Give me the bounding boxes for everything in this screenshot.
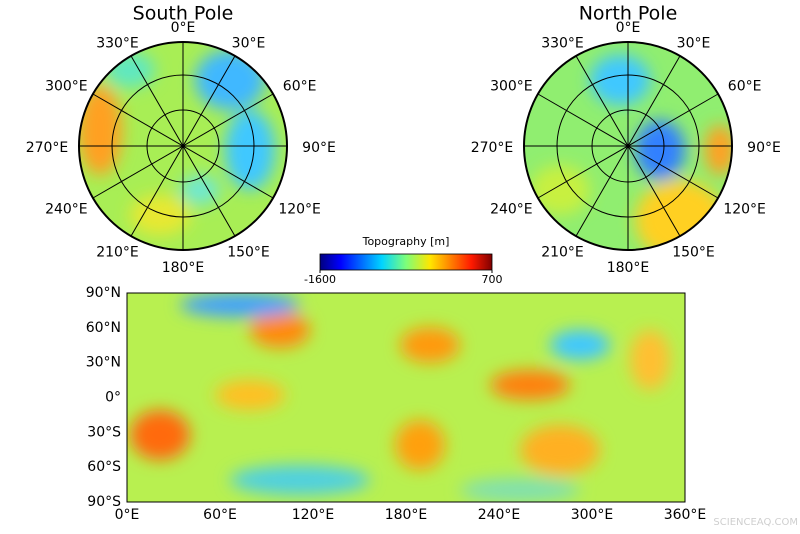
north-pole-title: North Pole	[579, 3, 678, 25]
longitude-label: 180°E	[162, 260, 205, 276]
south-pole-title: South Pole	[133, 3, 234, 25]
longitude-label: 180°E	[607, 260, 650, 276]
global-map-image	[127, 293, 685, 502]
map-y-label: 30°S	[87, 424, 121, 440]
watermark: SCIENCEAQ.COM	[713, 517, 798, 528]
longitude-label: 90°E	[747, 140, 781, 156]
map-x-label: 360°E	[664, 507, 707, 523]
map-y-label: 90°S	[87, 494, 121, 510]
longitude-label: 60°E	[728, 79, 762, 95]
longitude-label: 150°E	[672, 245, 715, 261]
longitude-label: 300°E	[45, 79, 88, 95]
longitude-label: 150°E	[227, 245, 270, 261]
longitude-label: 240°E	[490, 202, 533, 218]
longitude-label: 120°E	[278, 202, 321, 218]
map-x-label: 240°E	[478, 507, 521, 523]
longitude-label: 210°E	[541, 245, 584, 261]
map-y-label: 60°N	[86, 320, 121, 336]
map-x-label: 120°E	[292, 507, 335, 523]
map-x-label: 300°E	[571, 507, 614, 523]
colorbar-tick-label: 700	[482, 273, 503, 286]
meridian	[575, 55, 681, 237]
longitude-label: 270°E	[471, 140, 514, 156]
colorbar-label: Topography [m]	[362, 235, 450, 248]
longitude-label: 0°E	[171, 20, 196, 36]
south-pole-meridians	[79, 42, 287, 250]
longitude-label: 270°E	[26, 140, 69, 156]
north-pole-meridians	[524, 42, 732, 250]
longitude-label: 0°E	[616, 20, 641, 36]
map-frame	[126, 292, 686, 503]
longitude-label: 330°E	[541, 35, 584, 51]
colorbar-tick-label: -1600	[304, 273, 336, 286]
longitude-label: 300°E	[490, 79, 533, 95]
map-x-label: 60°E	[203, 507, 237, 523]
map-x-label: 180°E	[385, 507, 428, 523]
longitude-label: 240°E	[45, 202, 88, 218]
longitude-label: 330°E	[96, 35, 139, 51]
longitude-label: 30°E	[677, 35, 711, 51]
colorbar	[319, 253, 493, 271]
map-y-label: 0°	[105, 390, 121, 406]
longitude-label: 90°E	[302, 140, 336, 156]
longitude-label: 210°E	[96, 245, 139, 261]
longitude-label: 120°E	[723, 202, 766, 218]
meridian	[130, 55, 236, 237]
map-axes: 0°E 60°E 120°E 180°E 240°E 300°E 360°E 90°N 60°N…	[86, 285, 707, 523]
map-y-label: 60°S	[87, 459, 121, 475]
map-y-label: 90°N	[86, 285, 121, 301]
longitude-label: 30°E	[232, 35, 266, 51]
map-x-label: 0°E	[115, 507, 140, 523]
map-y-label: 30°N	[86, 355, 121, 371]
longitude-label: 60°E	[283, 79, 317, 95]
